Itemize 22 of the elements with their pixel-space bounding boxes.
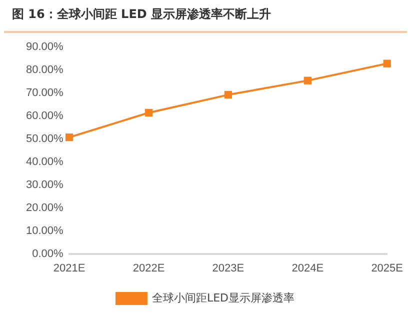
y-tick-label: 20.00% [26, 202, 64, 214]
y-tick-label: 0.00% [32, 248, 64, 260]
point [65, 133, 74, 142]
point [224, 90, 232, 99]
y-tick-label: 60.00% [26, 110, 64, 122]
x-tick-label: 2022E [132, 262, 165, 274]
point [144, 108, 153, 117]
y-tick-label: 40.00% [26, 156, 64, 168]
x-tick-label: 2024E [292, 262, 324, 274]
legend-label: 全球小间距LED显示屏渗透率 [152, 291, 295, 304]
y-tick-label: 90.00% [26, 41, 64, 54]
y-tick-label: 70.00% [26, 86, 64, 99]
chart-title: 图 16：全球小间距 LED 显示屏渗透率不断上升 [4, 0, 407, 33]
y-tick-label: 50.00% [26, 132, 64, 145]
y-tick-label: 80.00% [26, 64, 64, 76]
point [304, 76, 312, 84]
y-tick-label: 10.00% [26, 224, 64, 237]
x-tick-label: 2021E [53, 262, 86, 274]
x-tick-label: 2023E [212, 262, 244, 274]
point [383, 60, 391, 68]
y-tick-label: 30.00% [26, 178, 64, 191]
x-tick-label: 2025E [371, 262, 403, 274]
